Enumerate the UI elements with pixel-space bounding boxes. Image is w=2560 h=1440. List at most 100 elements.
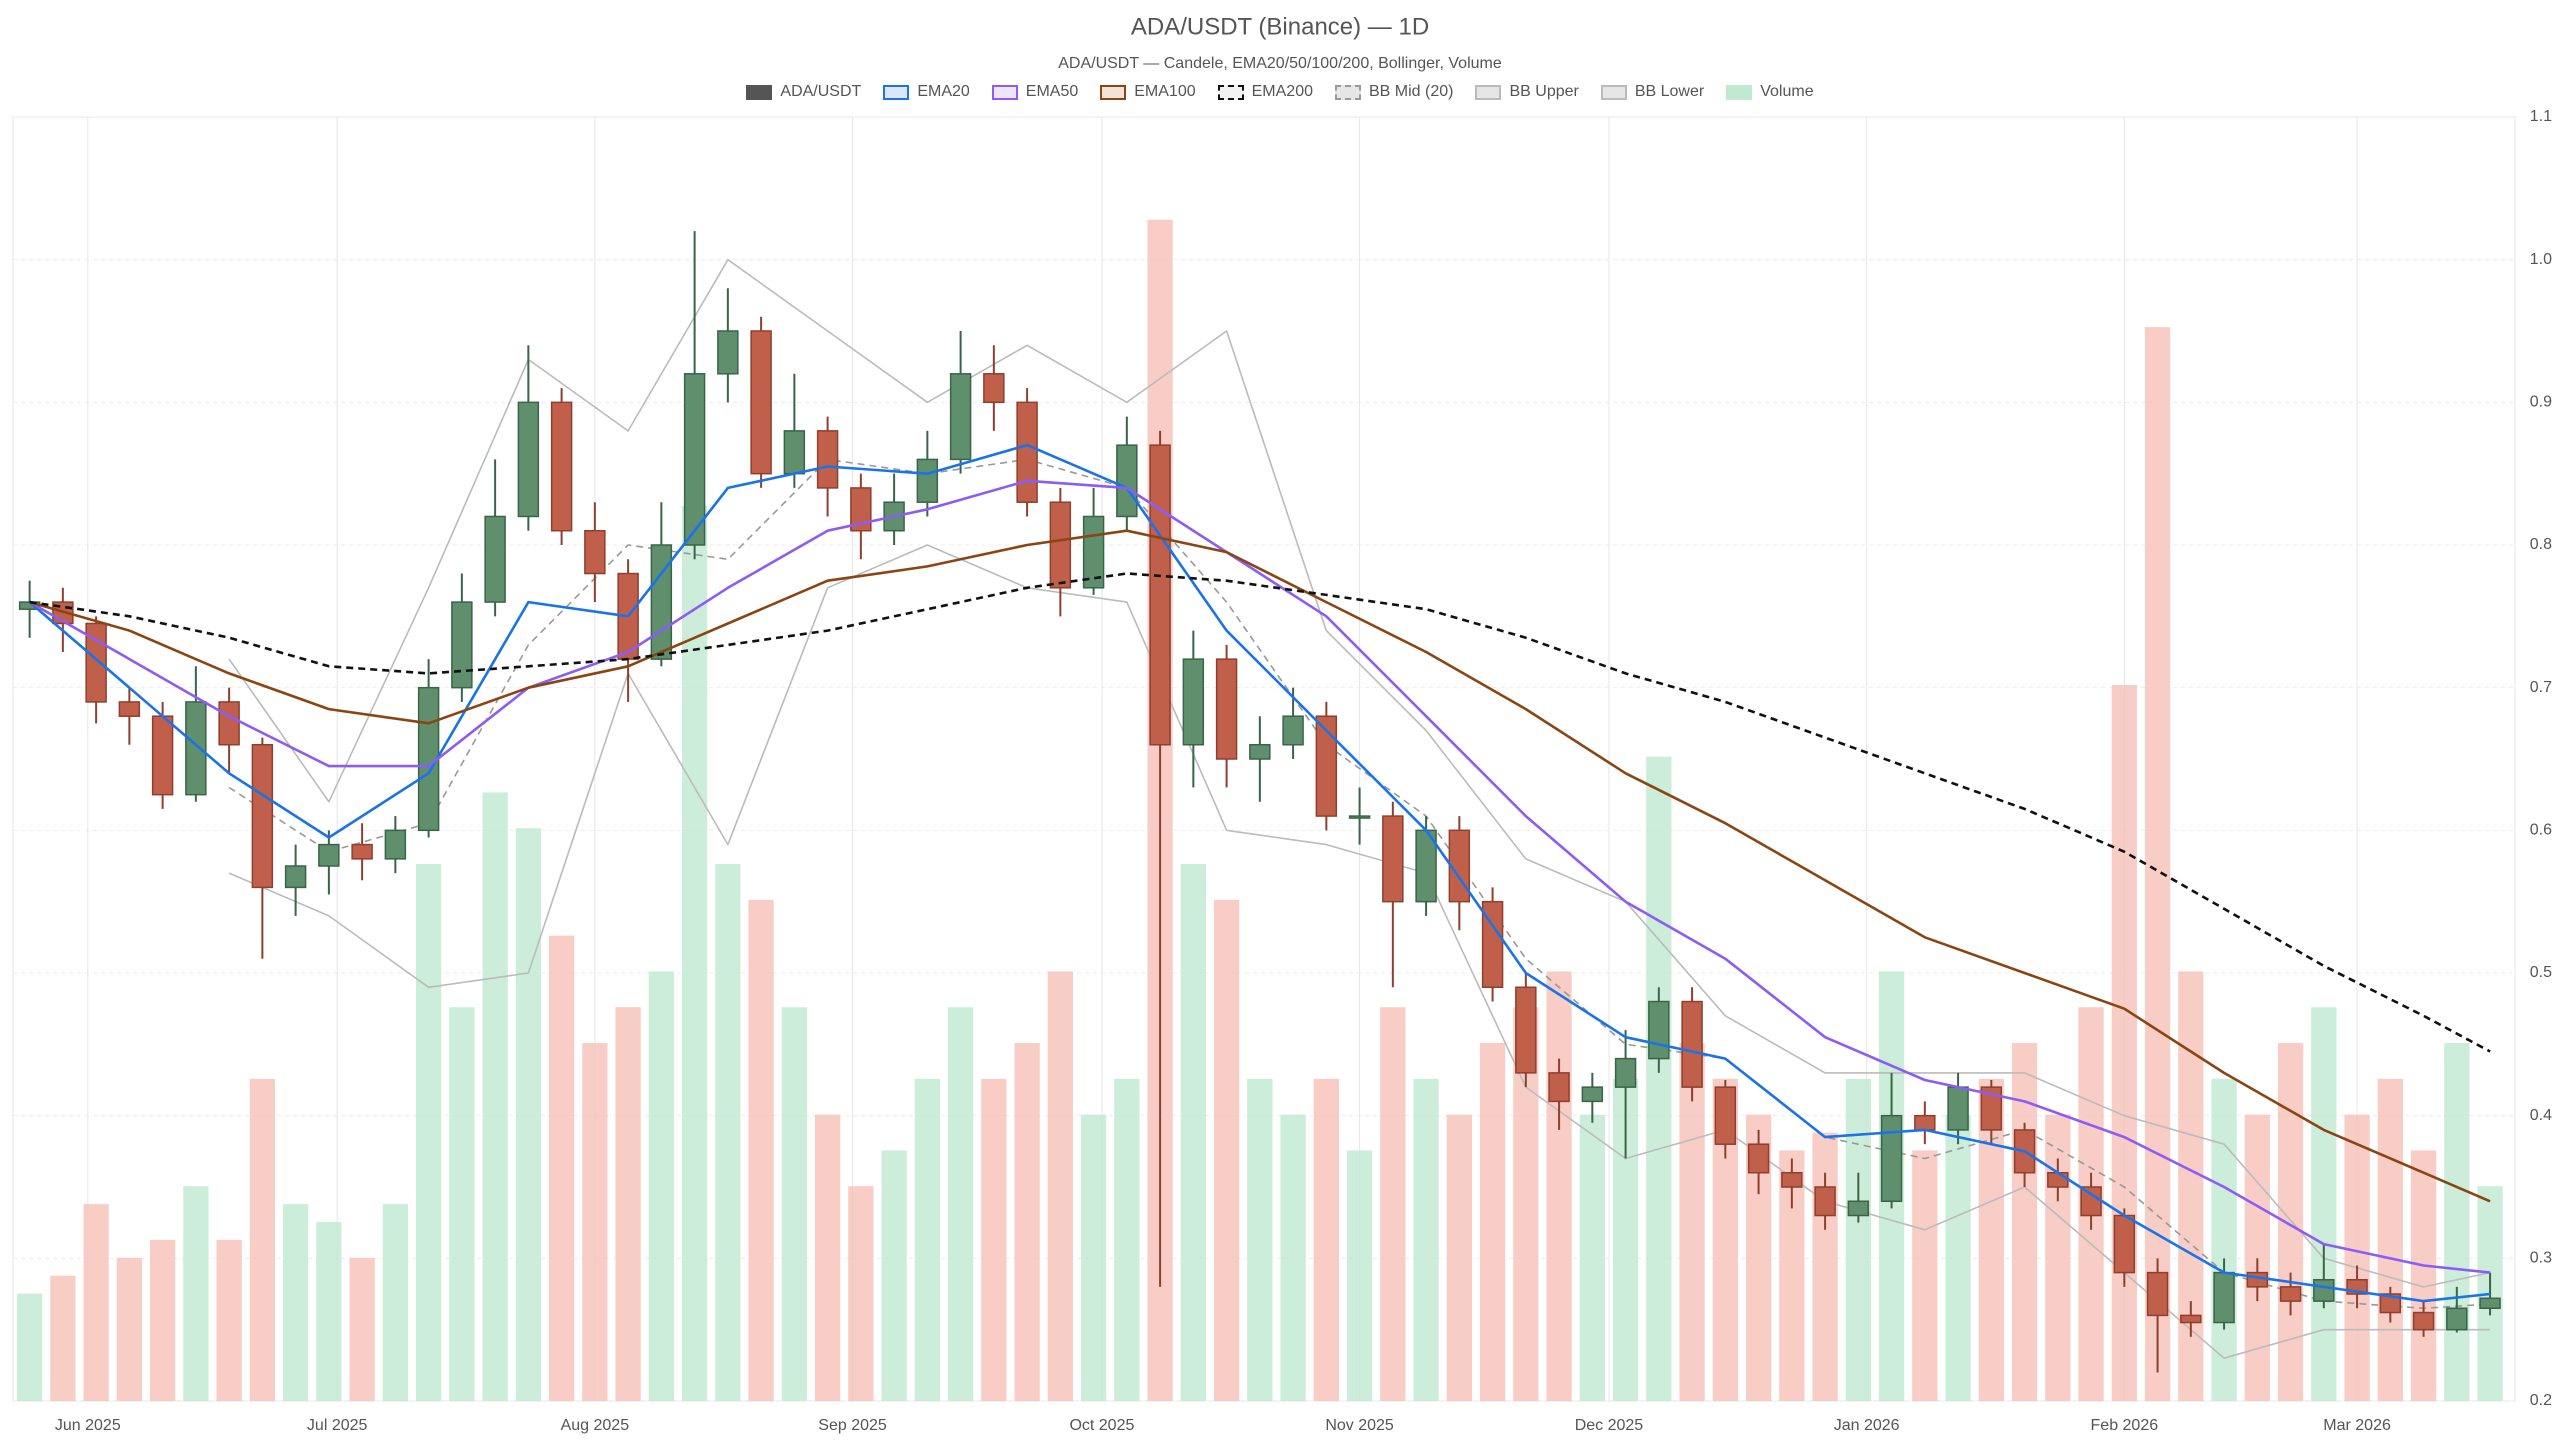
candle-body <box>1282 715 1304 746</box>
indicator-line <box>29 529 2491 1203</box>
indicator-line <box>228 258 2491 1288</box>
legend-item[interactable]: BB Upper <box>1475 83 1579 101</box>
candle-body <box>2446 1307 2468 1331</box>
candle-body <box>1249 743 1271 760</box>
candle-body <box>1947 1086 1969 1131</box>
legend-swatch <box>883 84 910 100</box>
legend-label: Volume <box>1760 83 1814 100</box>
legend-item[interactable]: EMA50 <box>991 83 1079 101</box>
candle-body <box>118 701 141 717</box>
volume-bar <box>914 1078 940 1401</box>
volume-bar <box>2144 327 2171 1401</box>
volume-bar <box>83 1204 109 1401</box>
legend-label: BB Mid (20) <box>1369 83 1454 100</box>
legend-item[interactable]: EMA200 <box>1217 83 1313 101</box>
volume-bar <box>1346 1150 1373 1401</box>
legend-swatch <box>1217 84 1244 100</box>
volume-bar <box>1014 1043 1040 1401</box>
legend-swatch <box>991 84 1018 100</box>
candle-body <box>1614 1057 1637 1088</box>
volume-bar <box>16 1293 43 1401</box>
volume-bar <box>2410 1150 2437 1401</box>
volume-bar <box>183 1186 209 1401</box>
candle-body <box>683 373 706 546</box>
candle-body <box>750 330 772 475</box>
candle-body <box>1548 1072 1570 1103</box>
volume-bar <box>582 1043 608 1401</box>
legend-item[interactable]: BB Lower <box>1600 83 1704 101</box>
volume-bar <box>1945 1114 1971 1401</box>
x-tick-label: Jan 2026 <box>1834 1417 1900 1434</box>
y-tick-label: 0.3 <box>2530 1250 2552 1267</box>
volume-bar <box>2311 1007 2337 1401</box>
candle-body <box>1648 1000 1670 1060</box>
volume-bar <box>1080 1114 1107 1401</box>
volume-bar <box>282 1204 309 1401</box>
candle-body <box>284 865 307 889</box>
candle-body <box>2246 1271 2269 1288</box>
candle-body <box>584 529 606 575</box>
volume-bar <box>149 1239 176 1401</box>
y-tick-label: 1.1 <box>2530 108 2552 125</box>
candle-body <box>517 401 540 518</box>
candle-body <box>1681 1000 1703 1088</box>
volume-bar <box>1380 1007 1406 1401</box>
legend-swatch <box>746 84 773 100</box>
x-tick-label: Dec 2025 <box>1575 1417 1644 1434</box>
x-tick-label: Feb 2026 <box>2091 1417 2159 1434</box>
legend-swatch <box>1475 84 1502 100</box>
candle-body <box>218 701 240 746</box>
volume-bar <box>2045 1114 2071 1401</box>
volume-bar <box>1845 1078 1871 1401</box>
chart-title: ADA/USDT (Binance) — 1D <box>1131 13 1429 40</box>
chart-subtitle: ADA/USDT — Candele, EMA20/50/100/200, Bo… <box>1058 55 1502 72</box>
legend-item[interactable]: BB Mid (20) <box>1335 83 1453 101</box>
candle-body <box>1980 1086 2003 1131</box>
volume-bar <box>1413 1078 1439 1401</box>
candle-body <box>783 430 806 475</box>
volume-bar <box>648 971 674 1401</box>
legend-label: BB Upper <box>1509 83 1579 100</box>
volume-bar <box>2344 1114 2370 1401</box>
volume-bar <box>848 1186 874 1401</box>
legend-item[interactable]: EMA20 <box>883 83 970 101</box>
y-tick-label: 0.8 <box>2530 536 2552 553</box>
candle-body <box>1182 658 1205 746</box>
volume-bar <box>1180 864 1206 1401</box>
volume-bar <box>249 1078 276 1401</box>
legend-swatch <box>1600 84 1627 100</box>
volume-bar <box>2377 1078 2403 1401</box>
candle-body <box>384 829 407 860</box>
legend-label: EMA200 <box>1251 83 1313 100</box>
legend-label: EMA50 <box>1025 83 1079 100</box>
candle-body <box>1016 401 1038 503</box>
volume-bar <box>2211 1078 2237 1401</box>
candle-body <box>351 843 373 860</box>
y-tick-label: 0.7 <box>2530 679 2552 696</box>
indicator-line <box>28 443 2491 1303</box>
legend-label: ADA/USDT <box>780 83 862 100</box>
candle-body <box>1348 815 1371 819</box>
candle-body <box>983 373 1005 404</box>
volume-bar <box>781 1007 807 1401</box>
legend-item[interactable]: ADA/USDT <box>746 83 861 101</box>
candle-body <box>151 715 174 796</box>
candle-body <box>318 843 340 867</box>
volume-bar <box>1114 1078 1140 1401</box>
volume-bar <box>382 1204 409 1401</box>
legend-item[interactable]: Volume <box>1726 83 1814 101</box>
volume-bar <box>1646 756 1672 1401</box>
x-tick-label: Jun 2025 <box>55 1417 121 1434</box>
candle-body <box>2479 1297 2501 1310</box>
legend-swatch <box>1100 84 1127 100</box>
candle-body <box>1747 1143 1770 1174</box>
volume-bar <box>415 864 442 1401</box>
indicator-line <box>28 479 2491 1274</box>
volume-bar <box>2111 685 2137 1401</box>
candle-body <box>185 701 207 796</box>
legend-item[interactable]: EMA100 <box>1100 83 1196 101</box>
x-tick-label: Aug 2025 <box>561 1417 630 1434</box>
volume-bar <box>1579 1114 1605 1401</box>
volume-bar <box>1047 971 1073 1401</box>
